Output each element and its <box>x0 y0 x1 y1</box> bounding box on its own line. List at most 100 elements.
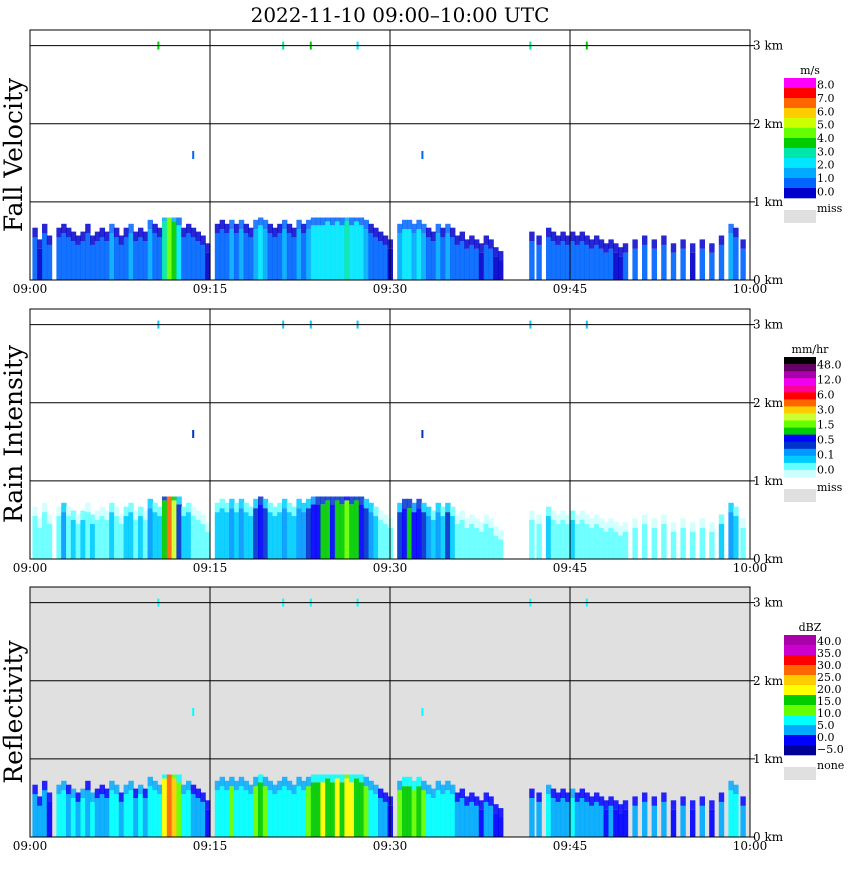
fall-velocity-echo-column <box>330 225 336 280</box>
rain-intensity-echo-column <box>114 516 120 559</box>
fall-velocity-echo-column <box>651 248 657 281</box>
fall-velocity-echo-column <box>325 221 331 280</box>
rain-intensity-echo-fringe <box>680 518 686 528</box>
rain-intensity-echo-column <box>195 519 201 559</box>
fall-velocity-echo-fringe <box>740 239 746 249</box>
reflectivity-echo-column <box>99 794 105 837</box>
reflectivity-echo-column <box>56 794 62 837</box>
fall-velocity-echo-fringe <box>205 243 211 253</box>
rain-intensity-echo-fringe <box>488 518 494 528</box>
rain-intensity-echo-column <box>416 508 422 559</box>
reflectivity-echo-fringe <box>613 800 619 810</box>
rain-intensity-echo-fringe <box>589 518 595 528</box>
rain-intensity-echo-fringe <box>229 498 235 509</box>
rain-intensity-echo-column <box>339 504 345 559</box>
rain-intensity-echo-column <box>214 512 221 559</box>
rain-intensity-echo-fringe <box>262 498 269 509</box>
rain-intensity-echo-fringe <box>186 502 192 513</box>
rain-intensity-echo-fringe <box>70 510 77 520</box>
fall-velocity-legend-swatch <box>784 178 816 189</box>
reflectivity-echo-column <box>358 782 365 837</box>
reflectivity-echo-fringe <box>608 796 614 806</box>
fall-velocity-echo-column <box>320 225 326 280</box>
reflectivity-echo-fringe <box>445 780 451 791</box>
fall-velocity-legend-label: 5.0 <box>817 119 835 132</box>
rain-intensity-echo-column <box>190 516 197 559</box>
rain-intensity-echo-fringe <box>618 526 624 536</box>
rain-intensity-echo-fringe <box>258 496 264 505</box>
fall-velocity-time-label: 09:15 <box>193 282 228 296</box>
reflectivity-echo-column <box>339 782 345 837</box>
reflectivity-echo-column <box>186 790 192 837</box>
fall-velocity-legend-swatch <box>784 138 816 149</box>
reflectivity-echo-column <box>243 790 249 837</box>
fall-velocity-echo-fringe <box>594 235 600 245</box>
reflectivity-echo-column <box>709 809 715 837</box>
reflectivity-echo-column <box>118 801 125 837</box>
fall-velocity-echo-column <box>608 248 614 281</box>
rain-intensity-isolated-echo <box>421 430 424 438</box>
fall-velocity-echo-fringe <box>349 217 355 226</box>
rain-intensity-legend-swatch <box>784 378 816 386</box>
reflectivity-legend-swatch <box>784 715 816 726</box>
rain-intensity-echo-fringe <box>478 522 485 532</box>
fall-velocity-echo-column <box>224 233 230 280</box>
fall-velocity-echo-fringe <box>661 235 667 245</box>
fall-velocity-echo-fringe <box>157 227 163 238</box>
reflectivity-echo-column <box>277 790 283 837</box>
rain-intensity-echo-fringe <box>128 502 134 513</box>
fall-velocity-echo-fringe <box>70 231 77 241</box>
fall-velocity-echo-column <box>358 225 365 280</box>
rain-intensity-legend-swatch <box>784 392 816 400</box>
fall-velocity-legend-label: 2.0 <box>817 159 835 172</box>
reflectivity-echo-fringe <box>315 774 321 783</box>
reflectivity-echo-fringe <box>421 780 427 791</box>
fall-velocity-echo-column <box>334 221 341 280</box>
rain-intensity-echo-column <box>306 508 312 559</box>
fall-velocity-echo-fringe <box>560 231 566 241</box>
fall-velocity-echo-column <box>406 229 413 280</box>
fall-velocity-echo-column <box>450 237 456 280</box>
rain-intensity-echo-fringe <box>301 502 307 513</box>
rain-intensity-echo-column <box>162 500 168 559</box>
fall-velocity-echo-column <box>618 256 624 280</box>
rain-intensity-echo-fringe <box>277 502 283 513</box>
rain-intensity-echo-column <box>66 516 72 559</box>
reflectivity-echo-fringe <box>618 804 624 814</box>
fall-velocity-echo-column <box>90 244 96 280</box>
fall-velocity-echo-column <box>546 237 552 280</box>
reflectivity-echo-column <box>642 801 648 837</box>
reflectivity-echo-fringe <box>382 792 389 802</box>
rain-intensity-echo-column <box>546 516 552 559</box>
fall-velocity-echo-column <box>440 237 446 280</box>
reflectivity-echo-column <box>325 778 331 837</box>
rain-intensity-echo-column <box>440 516 446 559</box>
rain-intensity-echo-column <box>133 519 139 559</box>
fall-velocity-echo-column <box>315 225 321 280</box>
fall-velocity-height-label: 1 km <box>753 195 784 209</box>
rain-intensity-echo-fringe <box>718 514 725 524</box>
rain-intensity-legend-swatch <box>784 406 816 414</box>
reflectivity-echo-fringe <box>740 796 746 806</box>
fall-velocity-echo-fringe <box>291 227 297 238</box>
fall-velocity-echo-fringe <box>632 239 638 249</box>
rain-intensity-echo-column <box>450 516 456 559</box>
fall-velocity-echo-column <box>46 244 53 280</box>
rain-intensity-echo-column <box>536 523 542 559</box>
rain-intensity-time-label: 09:45 <box>553 561 588 575</box>
fall-velocity-echo-column <box>301 233 307 280</box>
rain-intensity-time-label: 09:00 <box>13 561 48 575</box>
fall-velocity-echo-column <box>565 244 571 280</box>
rain-intensity-echo-column <box>296 508 302 559</box>
reflectivity-legend-swatch <box>784 735 816 746</box>
reflectivity-echo-column <box>306 786 312 837</box>
rain-intensity-echo-fringe <box>272 506 278 517</box>
fall-velocity-echo-fringe <box>430 231 437 241</box>
fall-velocity-echo-fringe <box>728 223 734 234</box>
fall-velocity-echo-column <box>282 229 288 280</box>
reflectivity-echo-fringe <box>325 774 331 779</box>
reflectivity-echo-fringe <box>435 780 441 791</box>
rain-intensity-echo-fringe <box>579 510 585 520</box>
reflectivity-echo-column <box>219 786 225 837</box>
reflectivity-echo-fringe <box>454 792 461 802</box>
